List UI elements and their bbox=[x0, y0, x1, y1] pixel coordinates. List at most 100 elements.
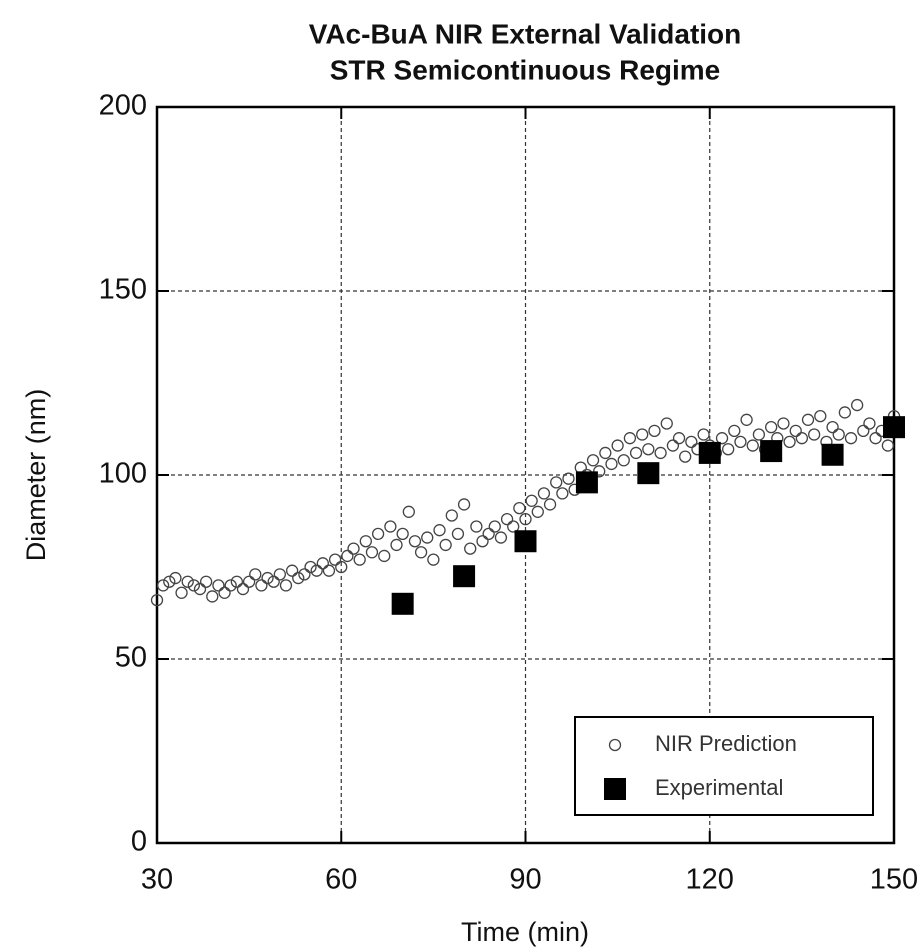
point bbox=[789, 424, 802, 437]
y-tick-label: 0 bbox=[131, 826, 147, 858]
x-tick-label: 150 bbox=[870, 864, 918, 896]
point bbox=[593, 465, 606, 478]
point bbox=[212, 579, 225, 592]
point bbox=[808, 428, 821, 441]
point bbox=[838, 406, 852, 419]
point bbox=[698, 441, 721, 464]
x-tick-label: 60 bbox=[325, 864, 357, 896]
point bbox=[697, 428, 710, 441]
point bbox=[347, 542, 360, 555]
point bbox=[464, 542, 477, 555]
point bbox=[414, 546, 428, 559]
point bbox=[685, 435, 698, 449]
point bbox=[586, 454, 600, 467]
point bbox=[193, 582, 207, 596]
point bbox=[543, 498, 557, 511]
point bbox=[777, 417, 790, 430]
point bbox=[427, 553, 440, 566]
point bbox=[531, 505, 544, 518]
point bbox=[562, 472, 575, 485]
point bbox=[623, 432, 637, 445]
point bbox=[660, 417, 673, 430]
legend-marker bbox=[604, 778, 626, 800]
point bbox=[285, 564, 299, 577]
point bbox=[746, 439, 759, 452]
y-tick-label: 150 bbox=[99, 274, 147, 306]
point bbox=[384, 520, 397, 533]
point bbox=[617, 454, 630, 467]
point bbox=[740, 413, 753, 426]
point bbox=[249, 568, 262, 581]
point bbox=[408, 535, 422, 548]
point bbox=[801, 413, 815, 426]
point bbox=[365, 546, 379, 559]
point bbox=[242, 575, 256, 588]
y-tick-label: 200 bbox=[99, 90, 147, 122]
point bbox=[832, 428, 845, 441]
point bbox=[451, 527, 465, 541]
point bbox=[881, 439, 895, 452]
point bbox=[433, 524, 446, 537]
chart-subtitle: STR Semicontinuous Regime bbox=[330, 54, 721, 85]
point bbox=[187, 579, 201, 592]
point bbox=[760, 440, 783, 463]
point bbox=[715, 432, 729, 445]
chart-title: VAc-BuA NIR External Validation bbox=[309, 18, 742, 49]
point bbox=[611, 439, 624, 452]
point bbox=[279, 579, 293, 592]
point bbox=[230, 575, 243, 588]
point bbox=[519, 513, 532, 526]
point bbox=[181, 575, 194, 588]
y-tick-label: 50 bbox=[115, 642, 147, 674]
point bbox=[672, 432, 686, 445]
legend-marker bbox=[608, 738, 622, 752]
point bbox=[391, 592, 414, 615]
point bbox=[163, 575, 176, 588]
point bbox=[273, 568, 286, 581]
point bbox=[654, 446, 667, 460]
point bbox=[175, 586, 188, 599]
legend-text: Experimental bbox=[655, 775, 783, 800]
point bbox=[636, 428, 649, 441]
point bbox=[507, 520, 520, 533]
point bbox=[734, 435, 747, 449]
x-tick-label: 120 bbox=[686, 864, 734, 896]
point bbox=[292, 571, 305, 585]
point bbox=[826, 421, 839, 434]
point bbox=[488, 520, 501, 533]
point bbox=[514, 530, 537, 553]
point bbox=[316, 557, 329, 570]
point bbox=[605, 457, 618, 471]
point bbox=[857, 424, 870, 437]
point bbox=[599, 446, 612, 460]
y-axis-label: Diameter (nm) bbox=[21, 389, 51, 562]
point bbox=[844, 432, 858, 445]
point bbox=[310, 564, 323, 577]
point bbox=[169, 571, 182, 585]
point bbox=[629, 446, 643, 460]
point bbox=[445, 509, 458, 522]
point bbox=[236, 582, 250, 596]
point bbox=[261, 571, 274, 585]
point bbox=[206, 590, 219, 603]
x-tick-label: 90 bbox=[509, 864, 541, 896]
point bbox=[575, 471, 598, 494]
point bbox=[298, 568, 311, 581]
point bbox=[883, 416, 905, 439]
point bbox=[821, 443, 844, 466]
point bbox=[513, 501, 526, 515]
point bbox=[150, 593, 164, 607]
point bbox=[765, 421, 778, 434]
point bbox=[453, 565, 476, 588]
point bbox=[783, 435, 796, 449]
point bbox=[224, 579, 237, 592]
point bbox=[267, 575, 280, 588]
point bbox=[396, 527, 409, 541]
point bbox=[371, 527, 385, 541]
point bbox=[556, 487, 569, 500]
point bbox=[470, 520, 483, 533]
point bbox=[795, 432, 809, 445]
point bbox=[666, 439, 680, 452]
plot-frame bbox=[155, 105, 896, 845]
point bbox=[390, 538, 403, 552]
